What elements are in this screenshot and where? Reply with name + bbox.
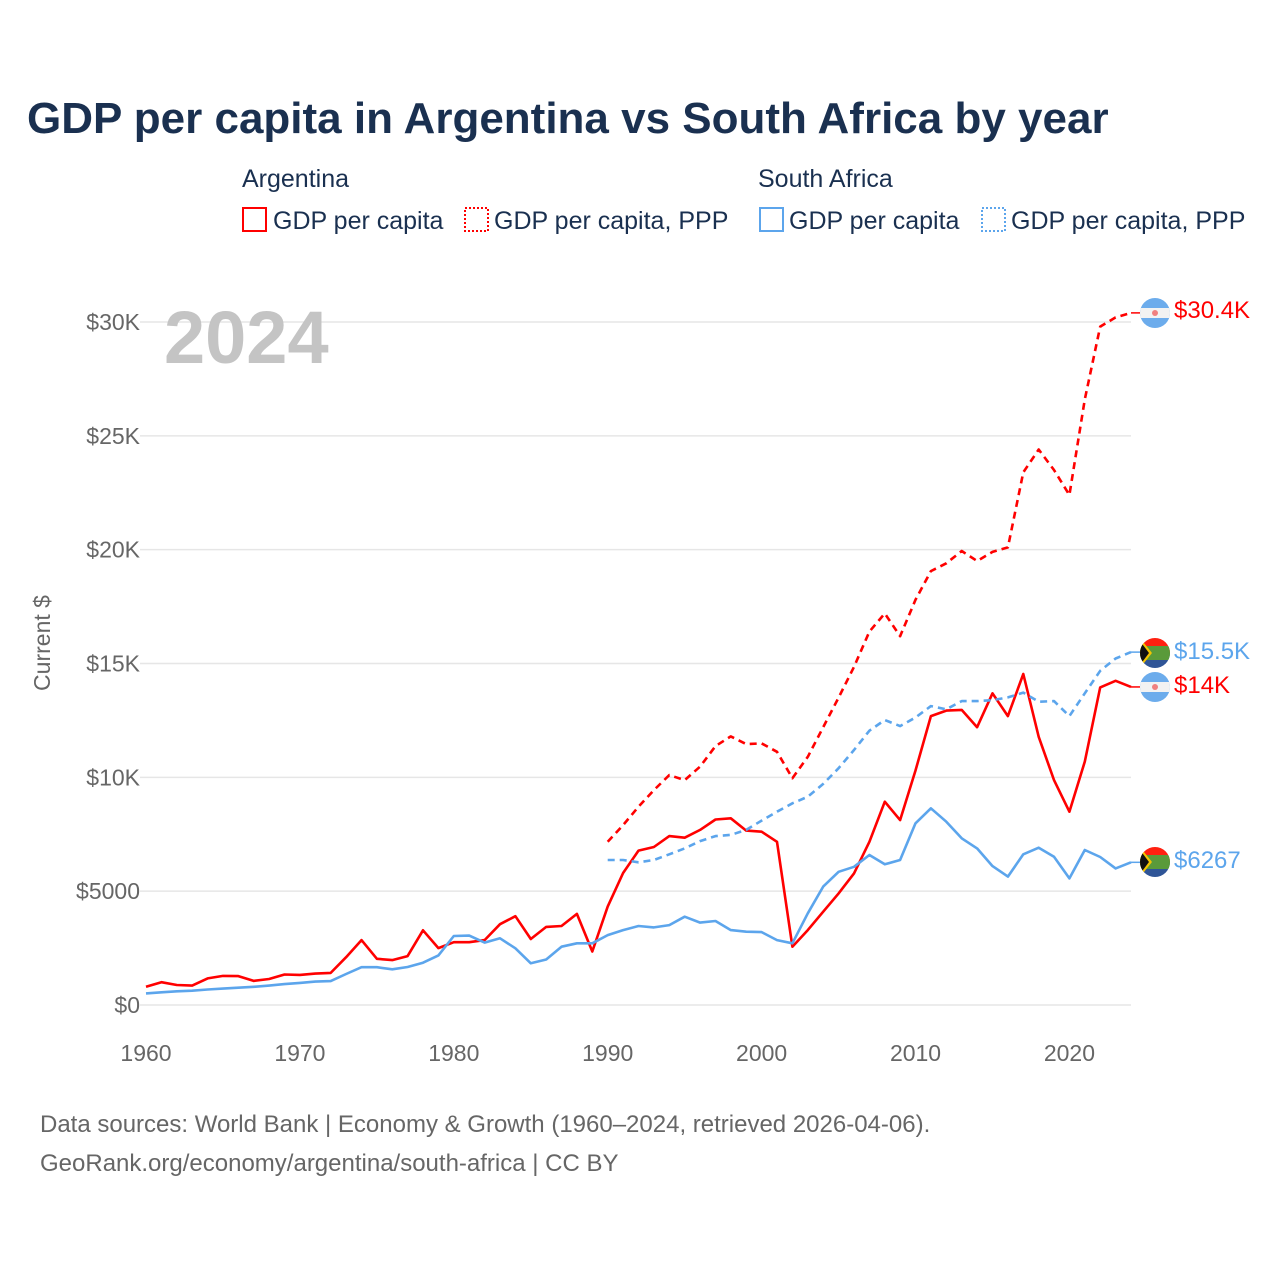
argentina-flag-icon	[1140, 298, 1170, 328]
legend-group-argentina: Argentina	[242, 165, 349, 193]
x-tick-label: 2010	[890, 1040, 941, 1066]
legend-swatch-arg-ppp	[464, 207, 489, 232]
legend-label-arg-gdp[interactable]: GDP per capita	[273, 207, 444, 235]
end-label-arg-ppp: $30.4K	[1174, 297, 1250, 324]
y-tick-label: $10K	[86, 764, 140, 790]
series-lines	[145, 311, 1140, 995]
year-watermark: 2024	[164, 296, 329, 379]
x-axis-ticks: 1960 1970 1980 1990 2000 2010 2020	[120, 1040, 1095, 1066]
end-label-sa-ppp: $15.5K	[1174, 638, 1250, 665]
y-tick-label: $5000	[76, 878, 140, 904]
legend-swatch-sa-ppp	[981, 207, 1006, 232]
x-tick-label: 1960	[120, 1040, 171, 1066]
x-tick-label: 2020	[1044, 1040, 1095, 1066]
legend-group-south-africa: South Africa	[758, 165, 893, 193]
y-tick-label: $30K	[86, 309, 140, 335]
y-tick-label: $15K	[86, 651, 140, 677]
sources-line-1: Data sources: World Bank | Economy & Gro…	[40, 1111, 930, 1138]
y-axis-ticks: $0 $5000 $10K $15K $20K $25K $30K	[76, 309, 141, 1018]
y-tick-label: $0	[114, 992, 140, 1018]
legend-swatch-sa-gdp	[759, 207, 784, 232]
series-line-sa_ppp	[607, 650, 1132, 864]
sources-line-2[interactable]: GeoRank.org/economy/argentina/south-afri…	[40, 1150, 619, 1177]
y-tick-label: $20K	[86, 537, 140, 563]
end-label-sa-gdp: $6267	[1174, 847, 1241, 874]
legend: Argentina GDP per capita GDP per capita,…	[242, 165, 1245, 235]
x-tick-label: 1970	[274, 1040, 325, 1066]
legend-label-arg-ppp[interactable]: GDP per capita, PPP	[494, 207, 728, 235]
gridlines	[140, 321, 1131, 1006]
legend-swatch-arg-gdp	[242, 207, 267, 232]
x-tick-label: 2000	[736, 1040, 787, 1066]
legend-label-sa-gdp[interactable]: GDP per capita	[789, 207, 960, 235]
x-tick-label: 1990	[582, 1040, 633, 1066]
series-line-sa_gdp	[145, 806, 1132, 995]
south-africa-flag-icon	[1140, 847, 1170, 877]
y-axis-label: Current $	[29, 595, 55, 691]
x-tick-label: 1980	[428, 1040, 479, 1066]
end-label-arg-gdp: $14K	[1174, 672, 1230, 699]
argentina-flag-icon	[1140, 672, 1170, 702]
series-line-arg_gdp	[145, 672, 1132, 989]
chart-title: GDP per capita in Argentina vs South Afr…	[27, 94, 1109, 143]
south-africa-flag-icon	[1140, 638, 1170, 668]
series-line-arg_ppp	[606, 311, 1132, 843]
legend-label-sa-ppp[interactable]: GDP per capita, PPP	[1011, 207, 1245, 235]
y-tick-label: $25K	[86, 423, 140, 449]
